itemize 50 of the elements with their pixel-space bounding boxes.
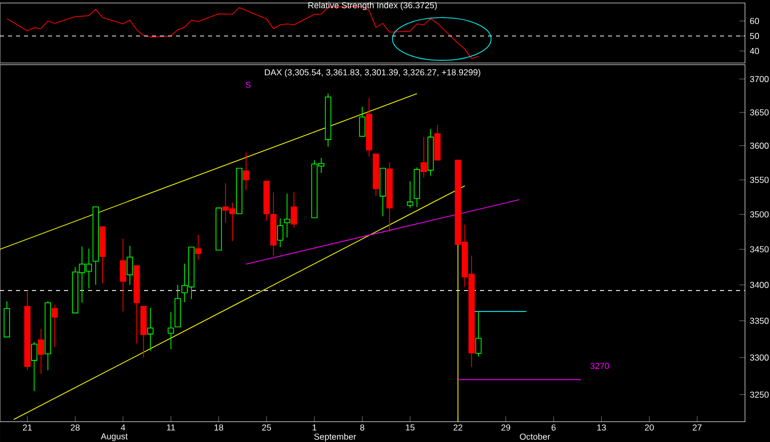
- y-tick-label: 40: [750, 48, 760, 54]
- candlestick: [120, 238, 126, 312]
- candlestick: [126, 245, 134, 286]
- y-tick-label: 3500: [750, 211, 769, 218]
- x-tick-label: 4: [120, 424, 126, 430]
- x-tick-label: 1: [312, 424, 316, 430]
- candlestick: [406, 180, 414, 208]
- y-tick-label: 3250: [750, 392, 769, 398]
- candlestick: [277, 218, 284, 248]
- y-tick-label: 3550: [750, 176, 769, 183]
- x-tick-label: 13: [597, 424, 606, 431]
- x-tick-label: 28: [70, 424, 80, 431]
- text: September: [314, 433, 356, 442]
- y-tick-label: 3650: [750, 109, 769, 116]
- x-tick-label: 27: [692, 424, 702, 430]
- y-tick-label: 3700: [750, 76, 769, 82]
- candlestick: [195, 234, 202, 260]
- y-tick-label: 3400: [750, 282, 769, 288]
- x-tick-label: 11: [167, 424, 175, 430]
- candlestick: [38, 328, 44, 374]
- x-tick-label: 29: [501, 424, 510, 431]
- candlestick: [168, 312, 174, 350]
- candlestick: [290, 192, 298, 228]
- candlestick: [284, 193, 290, 238]
- text: October: [520, 433, 550, 440]
- x-tick-label: 22: [454, 424, 462, 430]
- candlestick: [147, 307, 154, 352]
- x-tick-label: 18: [214, 424, 224, 431]
- text: August: [100, 433, 128, 442]
- y-tick-label: 60: [750, 18, 760, 24]
- x-tick-label: 8: [360, 424, 364, 431]
- annotation: S: [246, 82, 251, 88]
- x-tick-label: 20: [644, 424, 654, 431]
- candlestick: [31, 342, 38, 392]
- x-tick-label: 25: [262, 424, 272, 431]
- candlestick: [475, 312, 482, 357]
- candlestick: [420, 136, 427, 178]
- y-tick-label: 3450: [750, 246, 769, 252]
- x-tick-label: 6: [552, 424, 556, 431]
- candlestick: [52, 304, 58, 348]
- y-tick-label: 3300: [750, 354, 769, 361]
- annotation: 3270: [590, 362, 610, 370]
- x-tick-label: 21: [22, 424, 32, 430]
- x-tick-label: 15: [406, 424, 415, 430]
- y-tick-label: 50: [750, 32, 760, 40]
- y-tick-label: 3600: [750, 142, 769, 149]
- candlestick: [242, 152, 250, 191]
- y-tick-label: 3350: [750, 318, 769, 324]
- chart-title: DAX (3,305.54, 3,361.83, 3,301.39, 3,326.27, +18.9299): [264, 69, 480, 78]
- candlestick: [359, 106, 366, 137]
